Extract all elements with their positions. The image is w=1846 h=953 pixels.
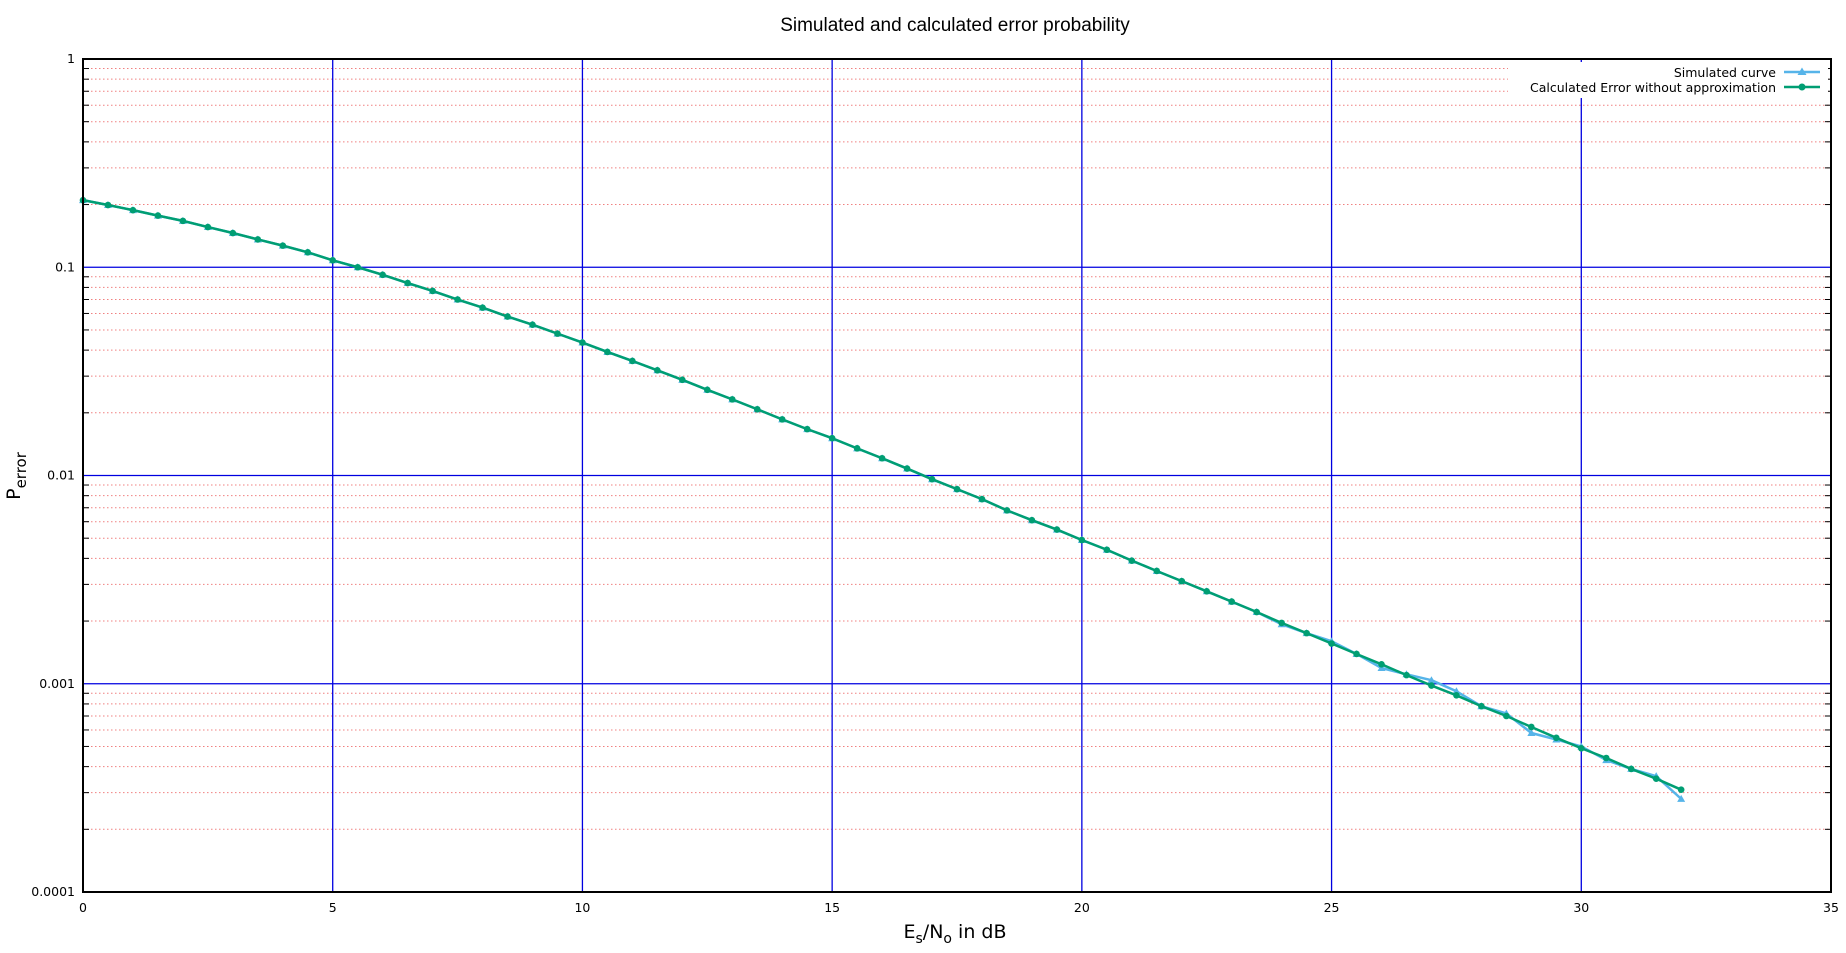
y-tick-label: 0.1	[55, 259, 75, 274]
data-point-calculated	[104, 201, 112, 209]
data-point-calculated	[778, 416, 786, 423]
data-point-calculated	[279, 242, 287, 249]
legend-marker-calculated	[1798, 83, 1806, 91]
data-point-calculated	[679, 376, 686, 384]
data-point-calculated	[1677, 786, 1685, 793]
x-tick-label: 15	[824, 900, 840, 915]
data-point-calculated	[1053, 526, 1061, 533]
x-axis-label: Es/No in dB	[903, 921, 1006, 947]
data-point-calculated	[1553, 734, 1560, 742]
data-point-calculated	[1203, 587, 1211, 595]
data-point-calculated	[1303, 629, 1310, 637]
series-layer	[79, 196, 1686, 802]
data-point-calculated	[404, 279, 411, 287]
data-point-calculated	[928, 475, 936, 483]
data-point-calculated	[1228, 598, 1235, 605]
data-point-calculated	[803, 425, 811, 433]
data-point-calculated	[1328, 640, 1335, 647]
data-point-calculated	[304, 248, 312, 256]
data-point-calculated	[1353, 650, 1360, 658]
data-point-calculated	[703, 386, 711, 394]
data-point-calculated	[154, 212, 162, 219]
data-point-calculated	[479, 304, 486, 311]
y-tick-labels: 0.0001 0.001 0.01 0.1 1	[31, 51, 75, 899]
y-tick-label: 0.01	[47, 468, 75, 483]
series-line-0	[82, 198, 1683, 800]
legend-label-simulated: Simulated curve	[1674, 65, 1776, 80]
x-tick-label: 20	[1074, 900, 1090, 915]
data-point-calculated	[1652, 775, 1660, 782]
x-tick-label: 25	[1324, 900, 1340, 915]
data-point-simulated	[1527, 729, 1536, 737]
y-tick-label: 0.0001	[31, 884, 75, 899]
series-line-1	[82, 198, 1682, 791]
data-point-calculated	[1128, 557, 1136, 564]
y-tick-label: 0.001	[39, 676, 75, 691]
data-point-calculated	[454, 296, 461, 303]
data-point-calculated	[1403, 671, 1410, 679]
data-point-calculated	[1577, 744, 1585, 752]
data-point-calculated	[1028, 516, 1036, 524]
data-point-calculated	[129, 206, 137, 214]
y-tick-label: 1	[67, 51, 75, 66]
data-point-calculated	[204, 223, 212, 231]
data-point-calculated	[504, 313, 511, 320]
x-tick-label: 30	[1573, 900, 1589, 915]
data-point-calculated	[529, 321, 536, 328]
data-point-calculated	[1253, 608, 1260, 616]
data-point-calculated	[1627, 765, 1635, 773]
data-point-calculated	[1478, 702, 1485, 710]
data-point-calculated	[1503, 712, 1510, 720]
minor-gridlines	[83, 68, 1831, 830]
data-point-calculated	[179, 217, 187, 225]
data-point-calculated	[629, 357, 636, 365]
data-point-calculated	[1003, 507, 1011, 514]
data-point-calculated	[554, 330, 561, 337]
data-point-calculated	[903, 465, 911, 472]
data-point-calculated	[728, 396, 736, 403]
data-point-calculated	[953, 485, 961, 493]
data-point-calculated	[828, 434, 836, 442]
legend-background	[1508, 62, 1828, 98]
data-point-calculated	[978, 495, 986, 503]
data-point-calculated	[254, 236, 262, 243]
data-point-calculated	[429, 287, 436, 295]
data-point-calculated	[229, 229, 237, 237]
data-point-calculated	[1153, 567, 1161, 575]
x-tick-label: 0	[79, 900, 87, 915]
data-point-calculated	[379, 271, 386, 279]
x-tick-labels: 0 5 10 15 20 25 30 35	[79, 900, 1839, 915]
x-tick-label: 5	[329, 900, 337, 915]
data-point-calculated	[878, 454, 886, 462]
data-point-calculated	[1378, 660, 1385, 668]
data-point-calculated	[604, 348, 611, 356]
data-point-calculated	[1428, 682, 1435, 689]
plot-border	[82, 58, 1832, 893]
data-point-calculated	[1278, 619, 1285, 627]
y-axis-label: Perror	[3, 451, 30, 500]
data-point-calculated	[853, 445, 861, 452]
data-point-simulated	[1677, 794, 1686, 802]
data-point-calculated	[354, 263, 361, 271]
data-point-calculated	[1453, 692, 1460, 699]
major-gridlines	[82, 58, 1832, 893]
data-point-calculated	[1178, 577, 1186, 585]
x-tick-label: 10	[574, 900, 590, 915]
legend: Simulated curve Calculated Error without…	[1508, 62, 1828, 98]
data-point-calculated	[1528, 723, 1535, 731]
data-point-simulated	[1452, 687, 1461, 695]
data-point-calculated	[1078, 536, 1086, 544]
legend-marker-simulated	[1797, 67, 1807, 75]
data-point-calculated	[579, 339, 586, 346]
legend-label-calculated: Calculated Error without approximation	[1530, 80, 1776, 95]
x-tick-label: 35	[1823, 900, 1839, 915]
data-point-calculated	[753, 405, 761, 413]
data-point-calculated	[654, 367, 661, 374]
chart-title: Simulated and calculated error probabili…	[780, 15, 1130, 36]
data-point-calculated	[329, 256, 337, 264]
data-point-calculated	[1602, 754, 1610, 762]
data-point-calculated	[1103, 546, 1111, 554]
data-point-simulated	[1427, 676, 1436, 684]
